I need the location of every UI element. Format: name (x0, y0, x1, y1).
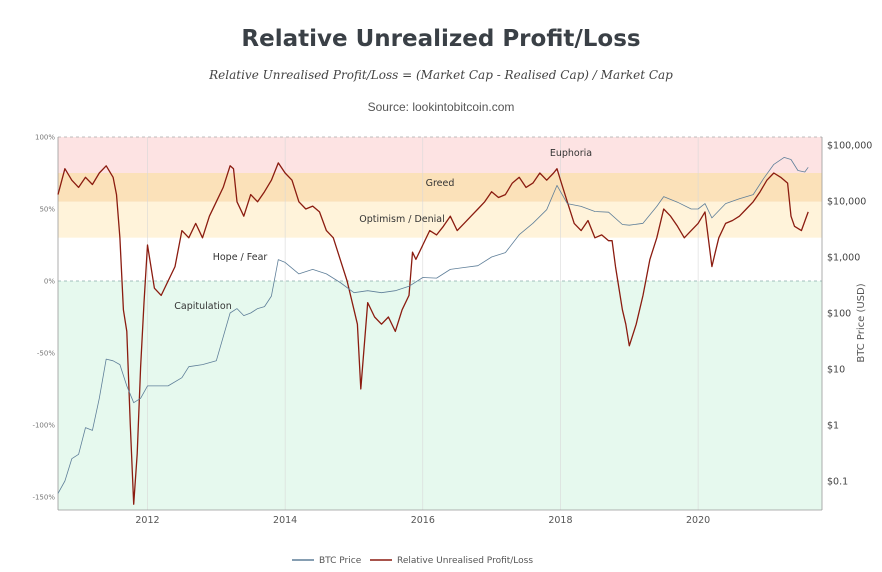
zone-label: Optimism / Denial (359, 214, 445, 225)
x-tick-label: 2012 (135, 515, 159, 526)
x-tick-label: 2014 (273, 515, 297, 526)
y-left-tick-label: -150% (32, 494, 55, 502)
y-left-tick-label: -100% (32, 422, 55, 430)
zone-label: Hope / Fear (213, 252, 268, 263)
chart-title: Relative Unrealized Profit/Loss (241, 26, 641, 52)
legend-label: Relative Unrealised Profit/Loss (397, 556, 533, 566)
y-right-tick-label: $0.1 (827, 477, 848, 488)
y-right-tick-label: $100 (827, 309, 851, 320)
y-right-tick-label: $1,000 (827, 253, 860, 264)
y-left-tick-label: 100% (35, 134, 55, 142)
y-right-tick-label: $100,000 (827, 141, 872, 152)
y-right-tick-label: $10 (827, 365, 845, 376)
rupl-series-line (57, 162, 809, 505)
zone-label: Greed (426, 178, 455, 189)
y-left-tick-label: 0% (44, 278, 55, 286)
x-tick-label: 2018 (548, 515, 572, 526)
zone-band (58, 173, 822, 202)
y-right-tick-label: $1 (827, 421, 839, 432)
y-left-tick-label: 50% (39, 206, 55, 214)
zone-band (58, 137, 822, 173)
legend-label: BTC Price (319, 556, 362, 566)
x-tick-label: 2016 (411, 515, 435, 526)
zone-label: Capitulation (174, 301, 232, 312)
zone-label: Euphoria (550, 148, 592, 159)
btc-price-series-line (57, 157, 809, 494)
zone-band (58, 201, 822, 238)
x-tick-label: 2020 (686, 515, 710, 526)
y-left-tick-label: -50% (37, 350, 55, 358)
y-right-tick-label: $10,000 (827, 197, 866, 208)
zone-band (58, 237, 822, 281)
zone-band (58, 281, 822, 510)
y-right-axis-label: BTC Price (USD) (856, 283, 867, 362)
chart-source: Source: lookintobitcoin.com (367, 100, 515, 114)
chart-formula: Relative Unrealised Profit/Loss = (Marke… (209, 68, 673, 82)
